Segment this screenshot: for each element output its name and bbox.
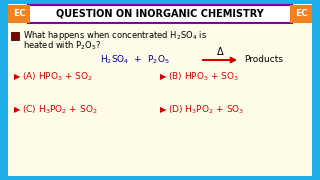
Text: (B) $\mathregular{HPO_3}$ + $\mathregular{SO_3}$: (B) $\mathregular{HPO_3}$ + $\mathregula… xyxy=(168,71,239,83)
FancyBboxPatch shape xyxy=(28,5,292,23)
FancyBboxPatch shape xyxy=(290,5,312,23)
Text: (C) $\mathregular{H_3PO_2}$ + $\mathregular{SO_2}$: (C) $\mathregular{H_3PO_2}$ + $\mathregu… xyxy=(22,104,98,116)
Text: $\blacktriangleright$: $\blacktriangleright$ xyxy=(158,105,168,116)
Text: (D) $\mathregular{H_3PO_2}$ + $\mathregular{SO_3}$: (D) $\mathregular{H_3PO_2}$ + $\mathregu… xyxy=(168,104,244,116)
Bar xyxy=(11,32,19,40)
FancyBboxPatch shape xyxy=(8,5,30,23)
Text: (A) $\mathregular{HPO_3}$ + $\mathregular{SO_2}$: (A) $\mathregular{HPO_3}$ + $\mathregula… xyxy=(22,71,93,83)
Text: Products: Products xyxy=(244,55,283,64)
FancyBboxPatch shape xyxy=(8,4,312,176)
Text: EC: EC xyxy=(295,10,308,19)
Text: $\Delta$: $\Delta$ xyxy=(216,45,224,57)
Text: heated with $\mathregular{P_2O_5}$?: heated with $\mathregular{P_2O_5}$? xyxy=(23,40,101,52)
Text: EC: EC xyxy=(12,10,25,19)
Text: $\blacktriangleright$: $\blacktriangleright$ xyxy=(12,105,22,116)
Text: What happens when concentrated $\mathregular{H_2SO_4}$ is: What happens when concentrated $\mathreg… xyxy=(23,30,207,42)
Text: $\mathregular{H_2SO_4}$  +  $\mathregular{P_2O_5}$: $\mathregular{H_2SO_4}$ + $\mathregular{… xyxy=(100,54,170,66)
Text: $\blacktriangleright$: $\blacktriangleright$ xyxy=(158,71,168,82)
Text: QUESTION ON INORGANIC CHEMISTRY: QUESTION ON INORGANIC CHEMISTRY xyxy=(56,9,264,19)
Text: $\blacktriangleright$: $\blacktriangleright$ xyxy=(12,71,22,82)
